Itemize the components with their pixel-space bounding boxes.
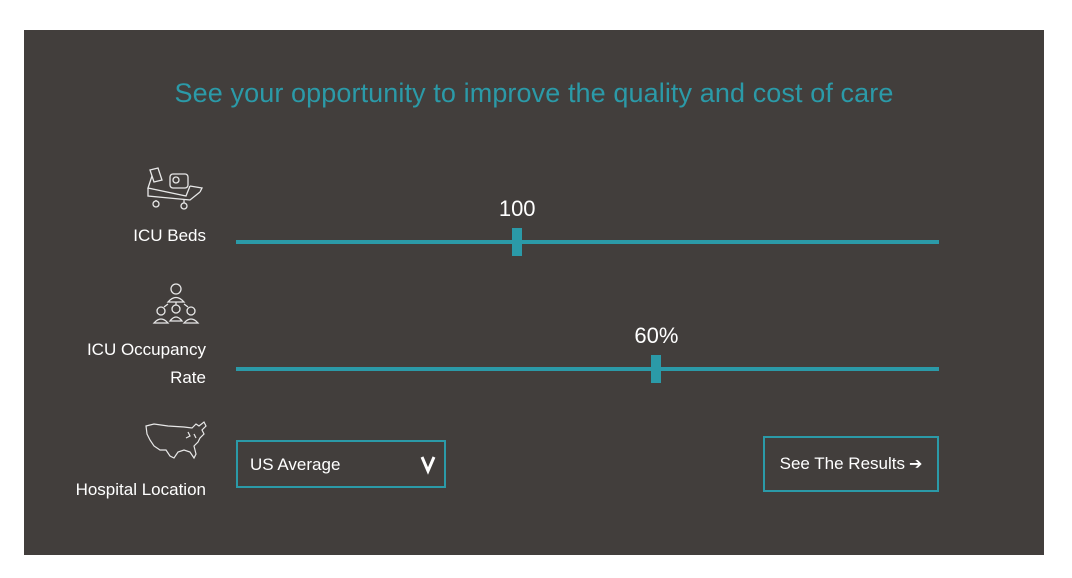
hospital-location-selected: US Average [250, 455, 341, 474]
icu-occupancy-value: 60% [634, 323, 679, 348]
icu-bed-icon [147, 167, 203, 210]
icu-occupancy-label-line1: ICU Occupancy [86, 340, 206, 359]
chevron-down-icon [420, 456, 436, 475]
see-results-button[interactable]: See The Results ➔ [763, 436, 939, 492]
icu-beds-value: 100 [498, 196, 536, 221]
calculator-panel: See your opportunity to improve the qual… [24, 30, 1044, 555]
icu-beds-slider[interactable]: 100 [236, 196, 939, 256]
hospital-location-select[interactable]: US Average [236, 440, 446, 488]
icu-occupancy-slider-thumb[interactable] [651, 355, 662, 383]
hospital-location-label: Hospital Location [75, 480, 206, 499]
icu-beds-slider-thumb[interactable] [512, 228, 523, 256]
icu-occupancy-slider[interactable]: 60% [236, 323, 939, 383]
see-results-label: See The Results [779, 454, 905, 473]
headline: See your opportunity to improve the qual… [174, 78, 894, 108]
arrow-right-icon: ➔ [908, 456, 923, 473]
icu-occupancy-label-line2: Rate [170, 368, 206, 387]
icu-occupancy-label: ICU Occupancy Rate [87, 336, 206, 392]
us-map-icon [145, 421, 207, 460]
people-network-icon [152, 283, 200, 324]
icu-beds-label: ICU Beds [133, 226, 206, 245]
